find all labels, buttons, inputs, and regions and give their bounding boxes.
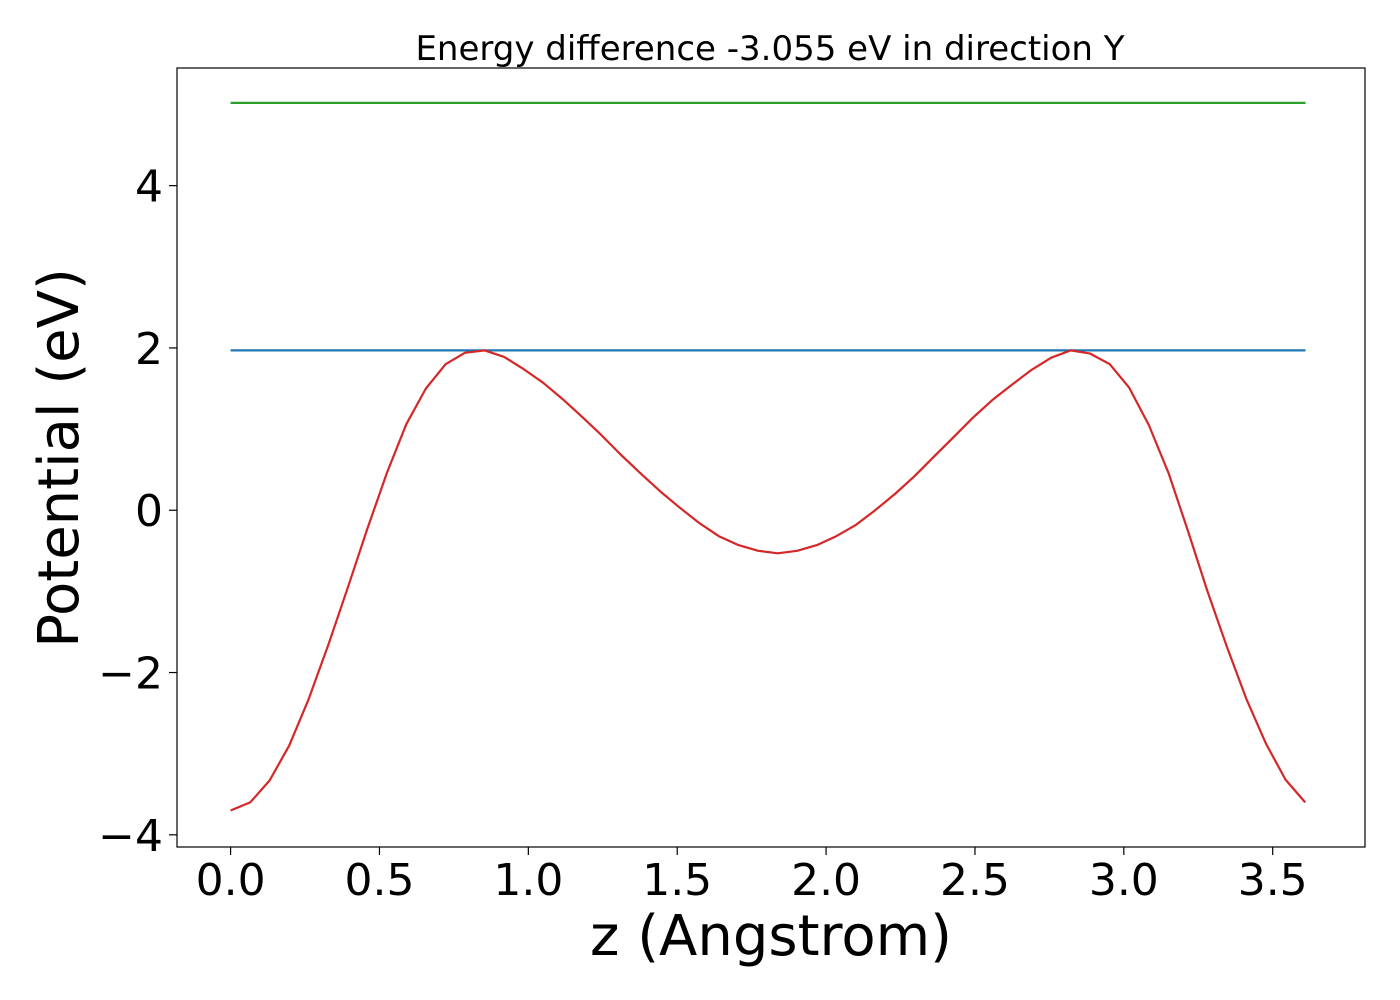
chart-title: Energy difference -3.055 eV in direction…: [415, 29, 1124, 69]
x-axis-ticks: 0.0 0.5 1.0 1.5 2.0 2.5 3.0 3.5: [196, 847, 1308, 906]
x-tick-label: 3.0: [1089, 855, 1159, 906]
x-tick-label: 2.5: [940, 855, 1010, 906]
plot-area-frame: [176, 67, 1366, 848]
x-tick-label: 0.5: [344, 855, 414, 906]
x-tick-label: 3.5: [1238, 855, 1308, 906]
y-tick-label: 2: [135, 324, 163, 375]
y-tick-label: −2: [98, 649, 163, 700]
y-tick-label: 4: [135, 162, 163, 213]
series-layer: [230, 101, 1307, 812]
x-tick-label: 2.0: [791, 855, 861, 906]
x-axis-label: z (Angstrom): [590, 904, 952, 969]
y-tick-label: 0: [135, 486, 163, 537]
y-tick-label: −4: [98, 811, 163, 862]
y-axis-ticks: −4 −2 0 2 4: [98, 162, 177, 862]
x-tick-label: 1.0: [493, 855, 563, 906]
x-tick-label: 0.0: [196, 855, 266, 906]
series-line-3: [230, 349, 1307, 812]
y-axis-label: Potential (eV): [27, 268, 92, 648]
x-tick-label: 1.5: [642, 855, 712, 906]
